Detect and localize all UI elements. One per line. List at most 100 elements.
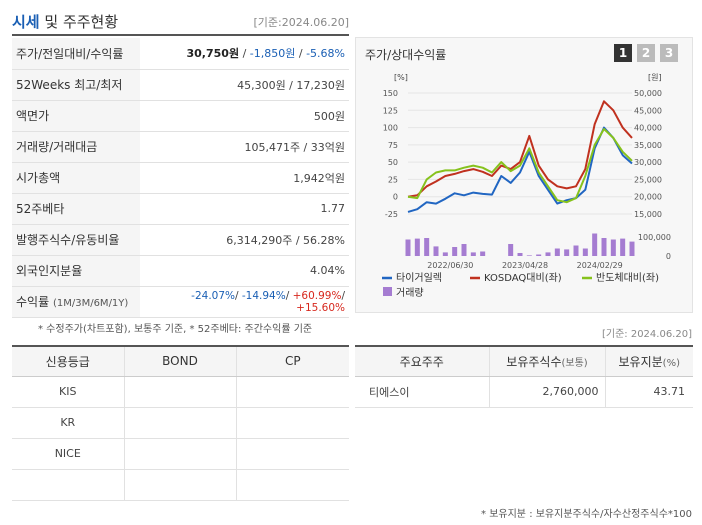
volume-bar — [452, 247, 458, 256]
label-volume: 거래량/거래대금 — [12, 131, 140, 163]
sep: / — [239, 47, 250, 61]
title-highlight: 시세 — [12, 13, 40, 31]
left-tick-label: 50 — [388, 158, 398, 167]
credit-cp — [236, 469, 349, 501]
table-row: 주가/전일대비/수익률 30,750원 / -1,850원 / -5.68% — [12, 38, 349, 70]
return-6m: +60.99% — [292, 289, 342, 302]
return-period: (1M/3M/6M/1Y) — [52, 298, 129, 309]
left-tick-label: 100 — [383, 124, 398, 133]
x-tick-label: 2022/06/30 — [427, 261, 473, 270]
table-row: 액면가 500원 — [12, 100, 349, 132]
value-52weeks: 45,300원 / 17,230원 — [140, 69, 349, 101]
legend-label: 거래량 — [396, 287, 424, 299]
chart-tab-1[interactable]: 1 — [614, 44, 632, 62]
volume-bar — [545, 252, 551, 256]
x-tick-label: 2024/02/29 — [577, 261, 623, 270]
label-market-cap: 시가총액 — [12, 162, 140, 194]
credit-header-cp: CP — [236, 346, 349, 377]
value-shares: 6,314,290주 / 56.28% — [140, 224, 349, 256]
volume-bar — [517, 253, 523, 256]
volume-bar — [414, 238, 420, 256]
value-market-cap: 1,942억원 — [140, 162, 349, 194]
right-tick-label: 25,000 — [634, 175, 662, 184]
volume-tick-label: 100,000 — [638, 233, 671, 242]
left-tick-label: -25 — [385, 210, 398, 219]
credit-rating-table: 신용등급 BOND CP KIS KR NICE — [12, 345, 349, 501]
sep: / — [235, 289, 242, 302]
right-tick-label: 40,000 — [634, 124, 662, 133]
table-row: 수익률 (1M/3M/6M/1Y) -24.07%/ -14.94%/ +60.… — [12, 286, 349, 318]
table-row: 발행주식수/유동비율 6,314,290주 / 56.28% — [12, 224, 349, 256]
value-return: -24.07%/ -14.94%/ +60.99%/ +15.60% — [140, 286, 349, 318]
table-header-row: 신용등급 BOND CP — [12, 346, 349, 377]
volume-bar — [564, 249, 570, 256]
major-shareholder-table: 주요주주 보유주식수(보통) 보유지분(%) 티에스이 2,760,000 43… — [355, 345, 693, 408]
legend-label: 반도체대비(좌) — [596, 272, 659, 284]
footnote-stake: * 보유지분 : 보유지분주식수/자수산정주식수*100 — [481, 509, 692, 520]
volume-bar — [554, 248, 560, 256]
return-label: 수익률 — [16, 295, 50, 309]
credit-agency — [12, 469, 125, 501]
volume-bar — [470, 252, 476, 256]
price-info-table: 주가/전일대비/수익률 30,750원 / -1,850원 / -5.68% 5… — [12, 38, 349, 318]
table-row: 티에스이 2,760,000 43.71 — [355, 376, 693, 408]
table-row: 거래량/거래대금 105,471주 / 33억원 — [12, 131, 349, 163]
page-title: 시세 및 주주현황 — [12, 11, 118, 32]
legend-label: KOSDAQ대비(좌) — [484, 272, 562, 284]
chart-tab-2[interactable]: 2 — [637, 44, 655, 62]
x-tick-label: 2023/04/28 — [502, 261, 548, 270]
label-price: 주가/전일대비/수익률 — [12, 38, 140, 70]
table-row: 외국인지분율 4.04% — [12, 255, 349, 287]
credit-bond — [124, 376, 237, 408]
holder-header-name: 주요주주 — [355, 346, 490, 377]
chart-tabs: 1 2 3 — [614, 44, 678, 62]
price-change: -1,850원 — [249, 47, 296, 61]
volume-bar — [508, 244, 514, 256]
table-header-row: 주요주주 보유주식수(보통) 보유지분(%) — [355, 346, 693, 377]
series-line — [407, 100, 633, 198]
chart-title: 주가/상대수익률 — [365, 48, 447, 62]
credit-cp — [236, 376, 349, 408]
volume-bar — [601, 238, 607, 256]
table-row: KR — [12, 407, 349, 439]
table-row: 52주베타 1.77 — [12, 193, 349, 225]
holder-header-shares-label: 보유주식수 — [506, 354, 562, 369]
volume-bar — [424, 238, 430, 256]
table-row: 시가총액 1,942억원 — [12, 162, 349, 194]
credit-cp — [236, 407, 349, 439]
credit-bond — [124, 469, 237, 501]
credit-header-bond: BOND — [124, 346, 237, 377]
value-beta: 1.77 — [140, 193, 349, 225]
right-tick-label: 50,000 — [634, 89, 662, 98]
left-tick-label: 0 — [393, 193, 398, 202]
header: 시세 및 주주현황 [기준:2024.06.20] — [12, 8, 349, 36]
return-1y: +15.60% — [296, 301, 345, 314]
volume-bar — [433, 246, 439, 256]
table-row: NICE — [12, 438, 349, 470]
legend-label: 타이거일렉 — [396, 272, 442, 284]
left-axis-unit: [%] — [394, 73, 408, 82]
return-1m: -24.07% — [191, 289, 235, 302]
return-3m: -14.94% — [241, 289, 286, 302]
credit-bond — [124, 438, 237, 470]
left-tick-label: 125 — [383, 106, 398, 115]
chart-tab-3[interactable]: 3 — [660, 44, 678, 62]
footnote-price: * 수정주가(차트포함), 보통주 기준, * 52주베타: 주간수익률 기준 — [38, 324, 313, 335]
label-beta: 52주베타 — [12, 193, 140, 225]
label-foreign: 외국인지분율 — [12, 255, 140, 287]
volume-bar — [480, 251, 486, 256]
volume-tick-label: 0 — [666, 252, 671, 261]
std-time: [기준:2024.06.20] — [253, 16, 349, 29]
sep: / — [295, 47, 307, 61]
volume-bar — [536, 254, 542, 256]
label-shares: 발행주식수/유동비율 — [12, 224, 140, 256]
right-tick-label: 30,000 — [634, 158, 662, 167]
holder-name: 티에스이 — [355, 376, 490, 408]
right-tick-label: 45,000 — [634, 106, 662, 115]
credit-agency: KIS — [12, 376, 125, 408]
right-tick-label: 15,000 — [634, 210, 662, 219]
right-tick-label: 35,000 — [634, 141, 662, 150]
chart-panel: 주가/상대수익률 1 2 3 [%] [원] 150 50,000 125 45,000 1… — [355, 37, 693, 313]
volume-bar — [620, 238, 626, 256]
holder-stake: 43.71 — [605, 376, 693, 408]
